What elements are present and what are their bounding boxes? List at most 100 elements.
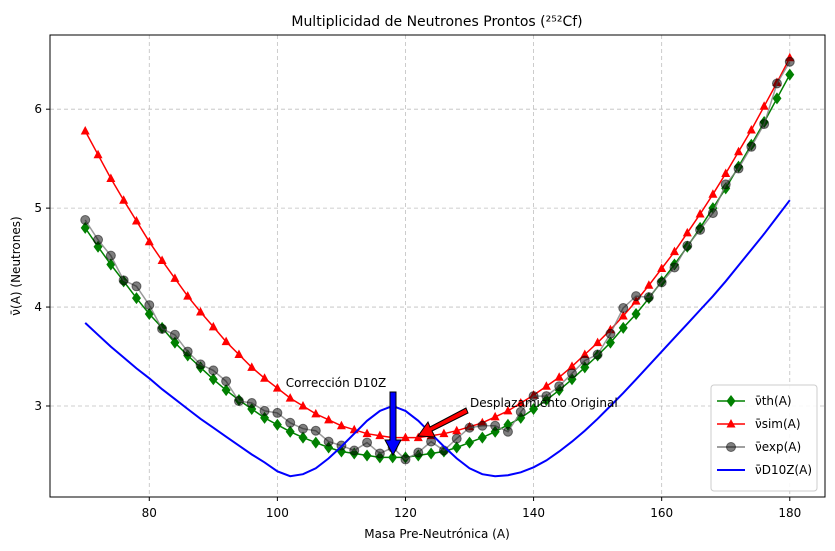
marker (336, 420, 346, 430)
marker (170, 336, 180, 349)
marker (503, 405, 513, 415)
marker (208, 321, 218, 331)
marker (374, 448, 385, 459)
marker (426, 447, 436, 460)
marker (272, 383, 282, 392)
marker (618, 303, 629, 314)
marker (131, 281, 142, 292)
marker (708, 189, 718, 198)
y-axis-label: ν̄(A) (Neutrones) (9, 216, 23, 315)
marker (413, 447, 424, 458)
marker (234, 349, 244, 359)
marker (477, 431, 487, 444)
marker (400, 454, 411, 465)
legend-label: ν̄sim(A) (755, 417, 801, 431)
series-line (84, 199, 791, 478)
marker (93, 149, 103, 159)
marker (439, 428, 449, 438)
marker (516, 398, 526, 407)
marker (259, 405, 270, 416)
marker (105, 250, 116, 261)
marker (131, 292, 141, 305)
marker (656, 277, 667, 288)
marker (311, 436, 321, 449)
annotation-arrow (384, 391, 402, 457)
legend: ν̄th(A) ν̄sim(A) ν̄exp(A) ν̄D10Z(A) (710, 384, 818, 492)
legend-label: ν̄exp(A) (755, 440, 801, 454)
marker (182, 346, 193, 357)
marker (726, 395, 736, 407)
marker (726, 419, 736, 428)
marker (375, 430, 385, 440)
marker (579, 355, 590, 366)
marker (195, 359, 206, 370)
marker (733, 163, 744, 174)
y-tick-label: 3 (34, 399, 42, 413)
marker (490, 411, 500, 421)
marker (464, 422, 475, 433)
marker (106, 173, 116, 182)
marker (746, 141, 757, 152)
marker (593, 337, 603, 347)
marker (785, 68, 795, 81)
legend-label: ν̄th(A) (755, 394, 792, 408)
marker (144, 236, 154, 246)
marker (297, 423, 308, 434)
marker (285, 393, 295, 402)
marker (260, 373, 270, 382)
series-line (84, 74, 791, 459)
marker (695, 209, 705, 218)
x-tick-label: 120 (394, 506, 417, 520)
marker (311, 408, 321, 418)
marker (631, 307, 641, 320)
marker (208, 365, 219, 376)
marker (80, 125, 90, 135)
marker (695, 224, 706, 235)
marker (183, 291, 193, 300)
y-tick-label: 5 (34, 201, 42, 215)
marker (80, 221, 90, 234)
y-tick-label: 6 (34, 102, 42, 116)
marker (529, 402, 539, 415)
marker (644, 280, 654, 289)
marker (605, 336, 615, 349)
marker (452, 441, 462, 454)
marker (682, 227, 692, 237)
series-line (84, 61, 791, 461)
marker (618, 310, 628, 320)
marker (682, 240, 693, 251)
marker (554, 372, 564, 381)
marker (272, 407, 283, 418)
marker (221, 336, 231, 346)
marker (272, 418, 282, 431)
x-tick-label: 180 (778, 506, 801, 520)
marker (580, 349, 590, 359)
marker (746, 124, 756, 134)
marker (413, 432, 423, 442)
marker (196, 307, 206, 316)
marker (759, 119, 770, 130)
marker (657, 263, 667, 272)
marker (324, 414, 334, 424)
marker (631, 291, 642, 302)
plot-frame (49, 34, 826, 498)
marker (246, 398, 257, 409)
marker (502, 426, 513, 437)
legend-box (710, 384, 818, 492)
marker (298, 431, 308, 444)
marker (362, 437, 373, 448)
marker (285, 417, 296, 428)
marker (323, 436, 334, 447)
annotation: Corrección D10Z (286, 376, 387, 390)
marker (93, 234, 104, 245)
marker (490, 420, 501, 431)
marker (465, 436, 475, 449)
x-tick-label: 140 (522, 506, 545, 520)
marker (541, 381, 551, 390)
y-tick-label: 4 (34, 300, 42, 314)
marker (726, 442, 736, 452)
legend-label: ν̄D10Z(A) (755, 463, 812, 477)
marker (452, 425, 462, 435)
marker (721, 168, 731, 178)
marker (541, 391, 552, 402)
